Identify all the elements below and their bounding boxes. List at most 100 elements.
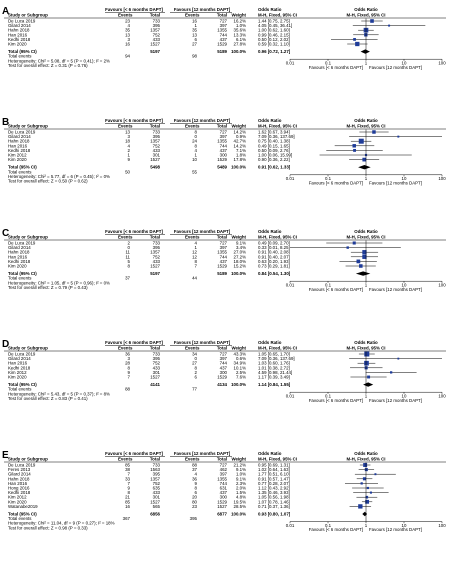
total-short-dapt: 1357 [150,28,160,33]
total-short-dapt: 301 [153,153,161,158]
point-estimate-square [362,157,367,162]
column-weight: Weight [231,13,246,18]
forest-panel-c: C Favours [< 6 months DAPT] Favours [12 mo… [2,228,446,292]
study-odds-ratio-ci: 0.59 [0.32, 1.10] [258,42,290,47]
study-odds-ratio-ci: 1.12 [0.43, 2.92] [258,486,290,491]
point-estimate-square [388,24,391,27]
study-weight: 2.0% [236,486,246,491]
events-12m-dapt: 8 [195,486,198,491]
events-12m-dapt: 6 [195,375,198,380]
column-ci-left: M-H, Fixed, 95% CI [258,124,297,129]
header-favours-right: Favours [12 months DAPT] [174,451,231,456]
events-12m-dapt: 10 [192,157,197,162]
point-estimate-square [365,495,369,499]
study-name: De Luca 2019 [8,130,36,135]
total-events-label: Total events [8,516,32,521]
study-weight: 16.2% [234,19,247,24]
events-12m-dapt: 4 [195,241,198,246]
header-favours-right: Favours [12 months DAPT] [174,340,231,345]
study-name: Hahn 2018 [8,139,30,144]
study-name: Han 2016 [8,361,28,366]
study-weight: 43.3% [234,352,247,357]
study-odds-ratio-ci: 0.95 [0.69, 1.31] [258,463,290,468]
study-name: Han 2016 [8,143,28,148]
total-short-dapt: 395 [153,23,161,28]
total-weight: 100.0% [231,49,246,54]
study-weight: 21.2% [234,463,247,468]
study-name: Kedhi 2018 [8,148,31,153]
point-estimate-square [353,148,356,152]
study-weight: 7.1% [236,148,246,153]
point-estimate-square [360,482,363,485]
total-12m-dapt: 1355 [217,476,227,481]
x-axis-tick-label: 100 [438,282,446,287]
pooled-estimate-diamond [360,49,370,54]
total-odds-ratio-ci: 0.96 [0.72, 1.27] [258,49,291,54]
study-odds-ratio-ci: 1.77 [0.51, 6.10] [258,472,290,477]
total-events-12m-dapt: 98 [192,54,197,59]
study-weight: 17.8% [234,157,247,162]
axis-favours-left: Favours [< 6 months DAPT] [309,527,363,532]
study-name: De Luca 2019 [8,241,36,246]
study-weight: 1.0% [236,23,246,28]
point-estimate-square [364,351,370,357]
events-12m-dapt: 35 [192,28,197,33]
events-12m-dapt: 12 [192,254,197,259]
header-favours-left: Favours [< 6 months DAPT] [105,340,163,345]
study-odds-ratio-ci: 1.00 [0.06, 15.99] [258,153,292,158]
heterogeneity-text: Heterogeneity: Chi² = 5.77, df = 6 (P = … [8,174,110,179]
study-odds-ratio-ci: 0.91 [0.40, 2.07] [258,254,290,259]
total-12m-dapt: 437 [220,37,228,42]
events-short-dapt: 0 [128,245,131,250]
study-name: Han 2016 [8,32,28,37]
axis-favours-left: Favours [< 6 months DAPT] [309,65,363,70]
total-short-dapt: 733 [153,130,161,135]
point-estimate-square [362,250,367,255]
total-12m-dapt: 6877 [217,512,227,517]
total-label: Total (95% CI) [8,49,37,54]
total-short-dapt: 733 [153,19,161,24]
header-favours-right: Favours [12 months DAPT] [174,118,231,123]
point-estimate-square [390,371,393,374]
point-estimate-square [397,357,400,360]
total-12m-dapt: 1529 [217,264,227,269]
study-odds-ratio-ci: 0.77 [0.28, 2.07] [258,481,290,486]
events-12m-dapt: 2 [195,370,198,375]
study-odds-ratio-ci: 4.59 [0.98, 21.44] [258,370,292,375]
total-weight: 100.0% [231,512,246,517]
column-ci-left: M-H, Fixed, 95% CI [258,235,297,240]
header-or-left: Odds Ratio [258,7,282,12]
total-events-12m-dapt: 77 [192,387,197,392]
events-short-dapt: 2 [128,148,131,153]
study-weight: 0.9% [236,134,246,139]
panel-label: B [2,117,9,128]
total-short-dapt: 565 [153,504,161,509]
events-12m-dapt: 6 [195,37,198,42]
study-weight: 18.0% [234,259,247,264]
x-axis-tick-label: 10 [402,176,407,181]
overall-effect-text: Test for overall effect: Z = 0.83 (P = 0… [8,396,88,401]
events-short-dapt: 16 [125,504,130,509]
total-short-dapt: 433 [153,148,161,153]
events-12m-dapt: 12 [192,250,197,255]
total-12m-dapt: 727 [220,352,228,357]
study-weight: 27.8% [234,42,247,47]
events-short-dapt: 13 [125,32,130,37]
total-short-dapt: 395 [153,472,161,477]
study-weight: 0.6% [236,356,246,361]
study-weight: 1.5% [236,490,246,495]
column-study: Study or Subgroup [8,346,48,351]
panel-label: A [2,6,9,17]
study-name: Kim 2012 [8,370,27,375]
events-12m-dapt: 80 [192,499,197,504]
axis-favours-right: Favours [12 months DAPT] [369,398,422,403]
events-short-dapt: 8 [128,365,131,370]
x-axis-tick-label: 100 [438,176,446,181]
events-short-dapt: 16 [125,42,130,47]
overall-effect-text: Test for overall effect: Z = 0.50 (P = 0… [8,179,88,184]
total-12m-dapt: 437 [220,148,228,153]
study-name: Kedhi 2018 [8,37,31,42]
point-estimate-square [369,491,372,494]
column-ci-left: M-H, Fixed, 95% CI [258,346,297,351]
column-total-2: Total [217,124,227,129]
